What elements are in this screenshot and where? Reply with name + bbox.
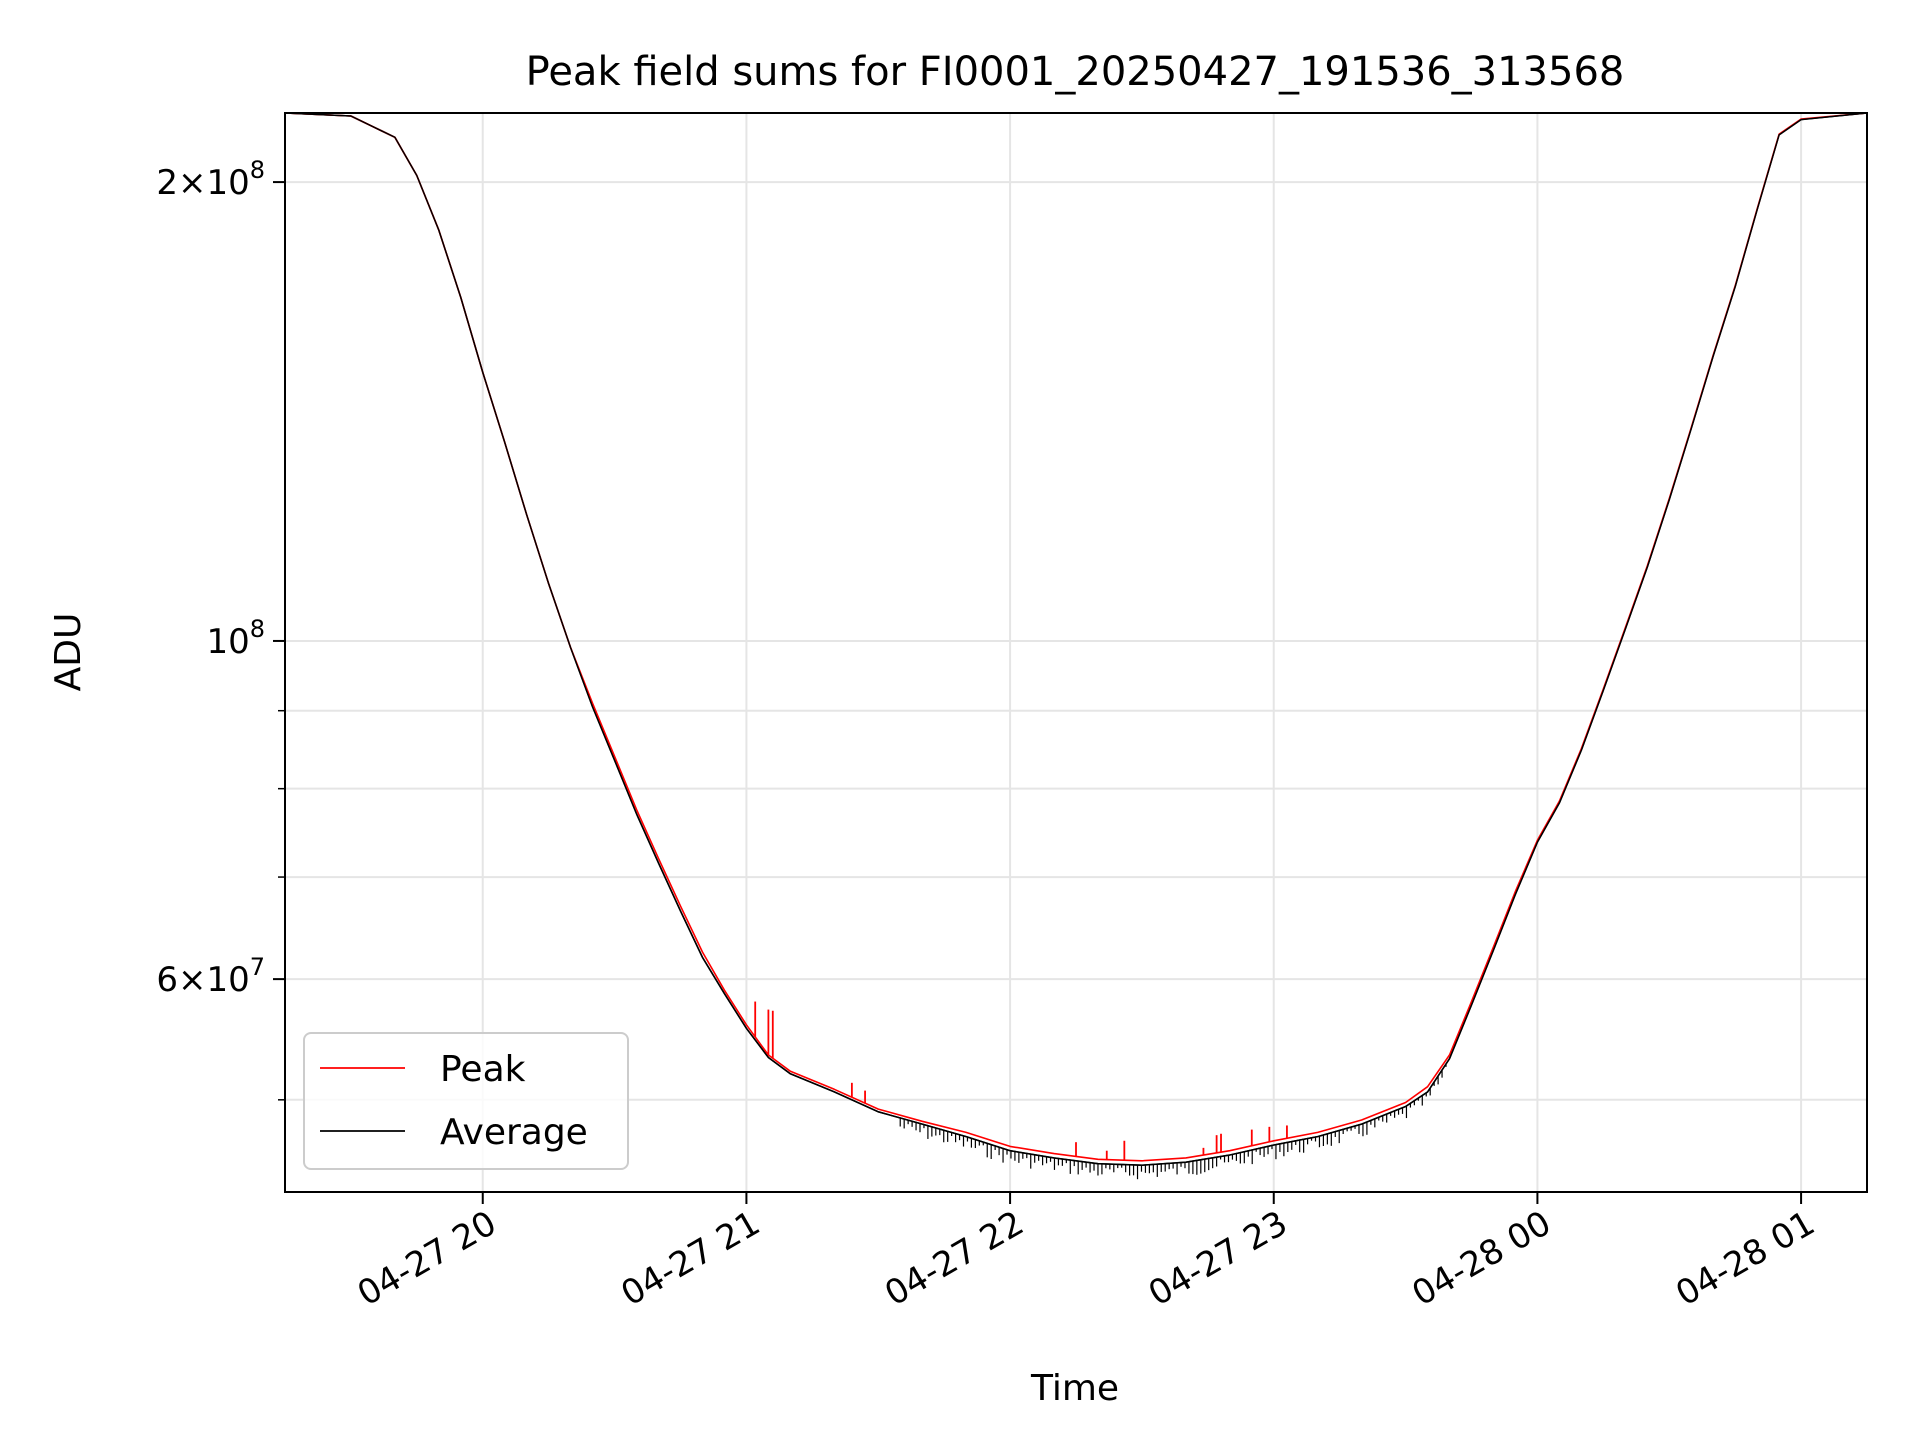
x-axis-label: Time	[1030, 1368, 1119, 1409]
y-tick-label-times: ×	[178, 163, 207, 203]
legend-peak-label: Peak	[440, 1049, 526, 1090]
y-tick-label-base: 10	[206, 622, 249, 662]
y-tick-label-base: 10	[206, 960, 249, 1000]
legend: Peak Average	[303, 1032, 629, 1170]
y-tick-label-times: ×	[178, 960, 207, 1000]
y-tick-label: 108	[206, 615, 265, 662]
chart-title: Peak field sums for FI0001_20250427_1915…	[526, 49, 1625, 95]
y-axis-label: ADU	[48, 613, 89, 692]
plot-area-frame	[284, 112, 1868, 1193]
y-tick-label: 6×107	[156, 953, 265, 1000]
plot-series	[284, 112, 1868, 1180]
y-tick-label-mantissa: 2	[156, 163, 178, 203]
peak-spikes	[754, 1001, 1288, 1161]
y-tick-label-mantissa: 6	[156, 960, 178, 1000]
y-tick-label-base: 10	[206, 163, 249, 203]
y-tick-label-exponent: 7	[250, 953, 265, 981]
y-tick-label-exponent: 8	[250, 156, 265, 184]
grid	[285, 113, 1867, 1192]
legend-average-label: Average	[440, 1112, 588, 1153]
y-tick-label: 2×108	[156, 156, 265, 203]
y-tick-label-exponent: 8	[250, 615, 265, 643]
legend-box	[303, 1032, 629, 1170]
average-series-overlay	[284, 112, 1868, 1166]
